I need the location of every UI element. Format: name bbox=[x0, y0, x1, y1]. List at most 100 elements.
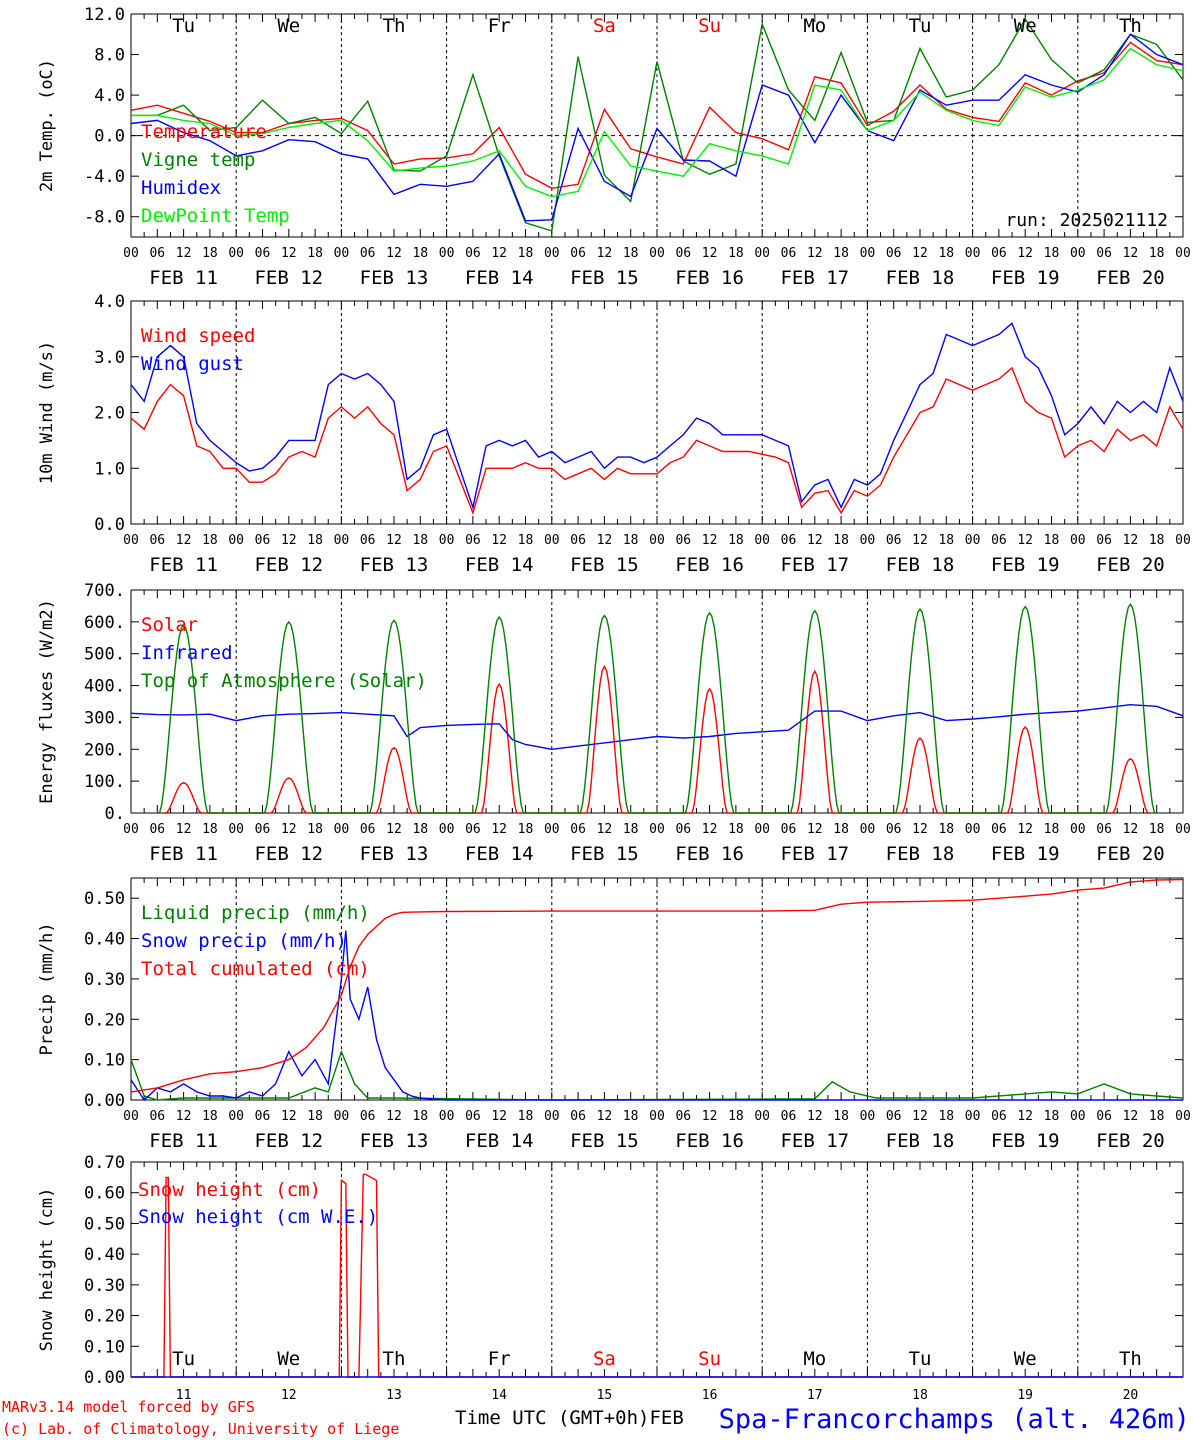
station-title: Spa-Francorchamps (alt. 426m) bbox=[719, 1404, 1190, 1435]
hour-tick-label: 18 bbox=[1149, 1109, 1165, 1124]
legend-entry-2: Vigne temp bbox=[141, 149, 255, 171]
date-label: FEB 12 bbox=[254, 554, 323, 576]
hour-tick-label: 00 bbox=[1175, 533, 1191, 548]
hour-tick-label: 00 bbox=[439, 822, 455, 837]
hour-tick-label: 18 bbox=[938, 1109, 954, 1124]
series-line-3 bbox=[157, 603, 1157, 814]
series-line-1 bbox=[130, 366, 1184, 516]
date-label: FEB 13 bbox=[360, 554, 429, 576]
y-tick-label: 4.0 bbox=[94, 292, 125, 312]
hour-tick-label: 12 bbox=[491, 533, 507, 548]
hour-tick-label: 18 bbox=[307, 246, 323, 261]
date-label: FEB 18 bbox=[886, 267, 955, 289]
legend-entry-3: Humidex bbox=[141, 177, 221, 199]
series-line-2 bbox=[130, 703, 1184, 751]
series-line-3 bbox=[130, 878, 1184, 1093]
hour-tick-label: 18 bbox=[728, 533, 744, 548]
hour-tick-label: 06 bbox=[149, 822, 165, 837]
hour-tick-label: 06 bbox=[255, 246, 271, 261]
hour-tick-label: 00 bbox=[1070, 533, 1086, 548]
weekday-label: Su bbox=[698, 15, 721, 37]
hour-tick-label: 18 bbox=[412, 533, 428, 548]
weekday-label: Mo bbox=[803, 1348, 826, 1370]
y-tick-label: 0.20 bbox=[84, 1010, 125, 1030]
hour-tick-label: 12 bbox=[281, 1109, 297, 1124]
hour-tick-label: 18 bbox=[1149, 246, 1165, 261]
hour-tick-label: 12 bbox=[176, 822, 192, 837]
panel-4: 0.00 0.10 0.20 0.30 0.40 0.50 Precip (mm/h) Liq… bbox=[37, 877, 1191, 1152]
hour-tick-label: 06 bbox=[1096, 533, 1112, 548]
hour-tick-label: 18 bbox=[728, 246, 744, 261]
hour-tick-label: 00 bbox=[1175, 1109, 1191, 1124]
x-axis-title: Time UTC (GMT+0h)FEB bbox=[455, 1407, 684, 1429]
hour-tick-label: 12 bbox=[386, 1109, 402, 1124]
date-label: FEB 19 bbox=[991, 1130, 1060, 1152]
y-tick-label: 600. bbox=[84, 613, 125, 633]
hour-tick-label: 12 bbox=[702, 246, 718, 261]
date-label: FEB 18 bbox=[886, 554, 955, 576]
hour-tick-label: 00 bbox=[123, 246, 139, 261]
y-axis-label: Precip (mm/h) bbox=[37, 922, 57, 1055]
date-label: FEB 15 bbox=[570, 843, 639, 865]
weekday-label: We bbox=[277, 15, 300, 37]
hour-tick-label: 18 bbox=[412, 822, 428, 837]
hour-tick-label: 06 bbox=[675, 533, 691, 548]
hour-tick-label: 12 bbox=[1123, 822, 1139, 837]
hour-tick-label: 18 bbox=[412, 246, 428, 261]
hour-tick-label: 00 bbox=[228, 533, 244, 548]
hour-tick-label: 18 bbox=[728, 822, 744, 837]
hour-tick-label: 18 bbox=[1149, 822, 1165, 837]
date-label: FEB 19 bbox=[991, 267, 1060, 289]
legend-entry-2: Wind gust bbox=[141, 353, 244, 375]
weekday-label: We bbox=[1014, 15, 1037, 37]
legend-entry-1: Solar bbox=[141, 614, 198, 636]
y-tick-label: 0.50 bbox=[84, 1214, 125, 1234]
day-number-label: 13 bbox=[386, 1388, 402, 1403]
day-number-label: 19 bbox=[1017, 1388, 1033, 1403]
y-tick-label: 0.50 bbox=[84, 889, 125, 909]
date-label: FEB 20 bbox=[1096, 843, 1165, 865]
day-number-label: 15 bbox=[597, 1388, 613, 1403]
hour-tick-label: 18 bbox=[833, 1109, 849, 1124]
y-tick-label: 0.00 bbox=[84, 1368, 125, 1388]
hour-tick-label: 00 bbox=[334, 822, 350, 837]
legend-entry-2: Snow height (cm W.E.) bbox=[138, 1206, 378, 1228]
hour-tick-label: 18 bbox=[623, 533, 639, 548]
y-tick-label: 0.30 bbox=[84, 1276, 125, 1296]
series-line-2 bbox=[130, 322, 1184, 510]
hour-tick-label: 06 bbox=[886, 1109, 902, 1124]
legend-entry-3: Top of Atmosphere (Solar) bbox=[141, 670, 427, 692]
hour-tick-label: 06 bbox=[991, 822, 1007, 837]
hour-tick-label: 12 bbox=[176, 1109, 192, 1124]
hour-tick-label: 06 bbox=[465, 822, 481, 837]
hour-tick-label: 00 bbox=[544, 822, 560, 837]
hour-tick-label: 00 bbox=[754, 1109, 770, 1124]
hour-tick-label: 12 bbox=[597, 246, 613, 261]
series-line-3 bbox=[130, 33, 1184, 222]
hour-tick-label: 06 bbox=[675, 246, 691, 261]
hour-tick-label: 18 bbox=[202, 1109, 218, 1124]
hour-tick-label: 12 bbox=[597, 1109, 613, 1124]
date-label: FEB 17 bbox=[780, 267, 849, 289]
hour-tick-label: 00 bbox=[228, 246, 244, 261]
hour-tick-label: 00 bbox=[439, 533, 455, 548]
hour-tick-label: 00 bbox=[439, 246, 455, 261]
hour-tick-label: 12 bbox=[807, 246, 823, 261]
legend-entry-1: Wind speed bbox=[141, 325, 255, 347]
y-tick-label: 0.40 bbox=[84, 930, 125, 950]
hour-tick-label: 06 bbox=[675, 1109, 691, 1124]
hour-tick-label: 00 bbox=[1070, 1109, 1086, 1124]
hour-tick-label: 12 bbox=[176, 533, 192, 548]
y-tick-label: 700. bbox=[84, 581, 125, 601]
hour-tick-label: 12 bbox=[702, 1109, 718, 1124]
hour-tick-label: 00 bbox=[1175, 246, 1191, 261]
date-label: FEB 18 bbox=[886, 1130, 955, 1152]
hour-tick-label: 00 bbox=[1070, 822, 1086, 837]
date-label: FEB 20 bbox=[1096, 554, 1165, 576]
hour-tick-label: 06 bbox=[149, 246, 165, 261]
date-label: FEB 17 bbox=[780, 843, 849, 865]
weekday-label: We bbox=[277, 1348, 300, 1370]
hour-tick-label: 00 bbox=[1070, 246, 1086, 261]
hour-tick-label: 06 bbox=[886, 246, 902, 261]
date-label: FEB 17 bbox=[780, 1130, 849, 1152]
